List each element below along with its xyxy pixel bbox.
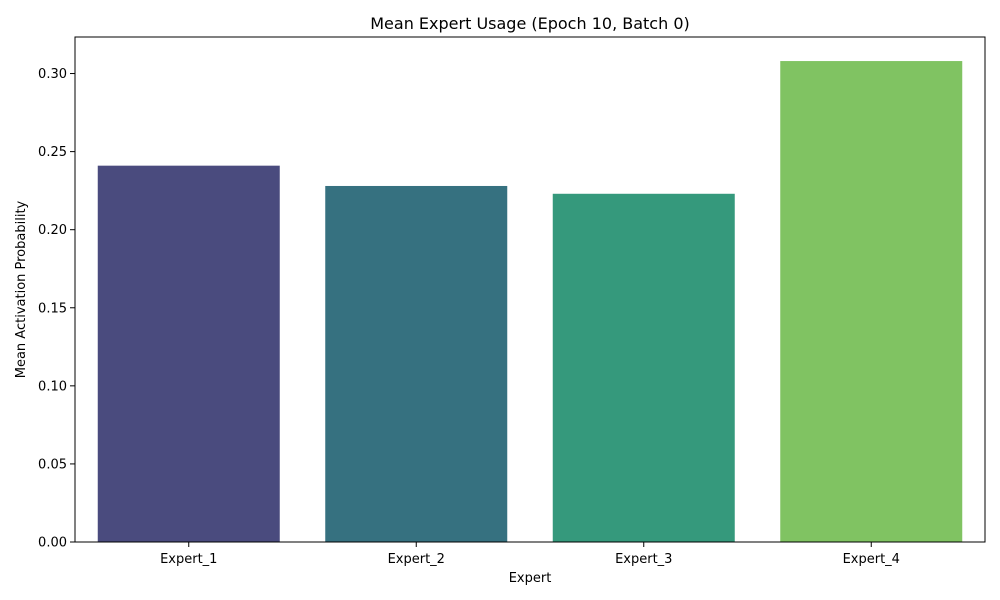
y-tick-label: 0.00 bbox=[38, 536, 67, 551]
y-axis-label: Mean Activation Probability bbox=[14, 200, 29, 378]
chart-title: Mean Expert Usage (Epoch 10, Batch 0) bbox=[370, 14, 689, 33]
bar-expert-2 bbox=[325, 185, 508, 542]
x-tick-label: Expert_2 bbox=[388, 552, 445, 567]
bar-expert-3 bbox=[552, 193, 735, 542]
x-axis-label: Expert bbox=[509, 571, 552, 586]
y-tick-label: 0.30 bbox=[38, 67, 67, 82]
bar-expert-1 bbox=[97, 165, 280, 543]
y-tick-label: 0.10 bbox=[38, 379, 67, 394]
x-tick-label: Expert_3 bbox=[615, 552, 672, 567]
plot-frame bbox=[74, 36, 986, 543]
x-tick-label: Expert_1 bbox=[160, 552, 217, 567]
bars-layer bbox=[97, 61, 963, 543]
y-axis-ticks: 0.00 0.05 0.10 0.15 0.20 0.25 0.30 bbox=[38, 67, 75, 551]
bar-expert-4 bbox=[780, 61, 963, 543]
y-tick-label: 0.20 bbox=[38, 223, 67, 238]
y-tick-label: 0.05 bbox=[38, 457, 67, 472]
y-tick-label: 0.25 bbox=[38, 145, 67, 160]
x-tick-label: Expert_4 bbox=[843, 552, 900, 567]
x-axis-ticks: Expert_1 Expert_2 Expert_3 Expert_4 bbox=[160, 542, 900, 567]
y-tick-label: 0.15 bbox=[38, 301, 67, 316]
